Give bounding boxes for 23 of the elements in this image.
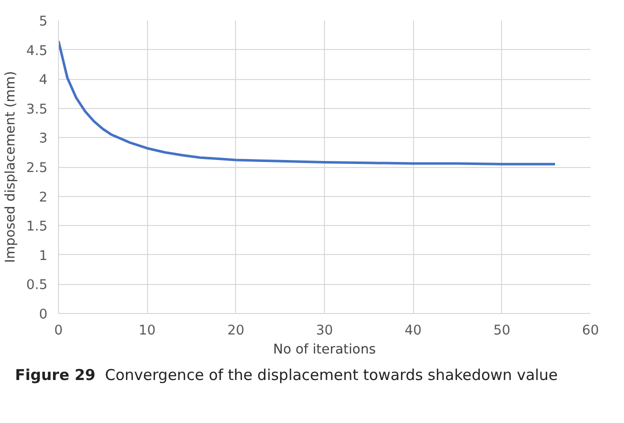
- y-tick-label: 4: [39, 73, 48, 88]
- y-tick-label: 3: [39, 132, 48, 147]
- y-tick-label: 5: [39, 14, 48, 30]
- x-tick-label: 30: [316, 324, 333, 338]
- y-tick-label: 3.5: [26, 102, 48, 118]
- text: Convergence of the displacement towards shakedown value: [105, 366, 558, 384]
- x-axis-title: No of iterations: [273, 342, 376, 358]
- y-tick-label: 0: [39, 308, 48, 322]
- y-tick-label: 1: [39, 248, 48, 264]
- line-series: [58, 40, 556, 166]
- x-tick-label: 60: [582, 324, 599, 338]
- y-tick-label: 0.5: [26, 278, 48, 294]
- caption: Figure 29: [15, 366, 96, 384]
- x-tick-label: 20: [227, 324, 244, 338]
- x-tick-label: 40: [404, 324, 422, 338]
- y-tick-label: 2.5: [26, 161, 48, 176]
- x-tick-label: 50: [493, 324, 510, 338]
- y-tick-label: 2: [39, 190, 48, 206]
- y-axis-title: Imposed displacement (mm): [3, 71, 18, 263]
- y-tick-label: 4.5: [26, 44, 48, 59]
- x-tick-label: 10: [138, 324, 156, 338]
- y-tick-label: 1.5: [26, 220, 48, 235]
- x-tick-label: 0: [54, 324, 63, 338]
